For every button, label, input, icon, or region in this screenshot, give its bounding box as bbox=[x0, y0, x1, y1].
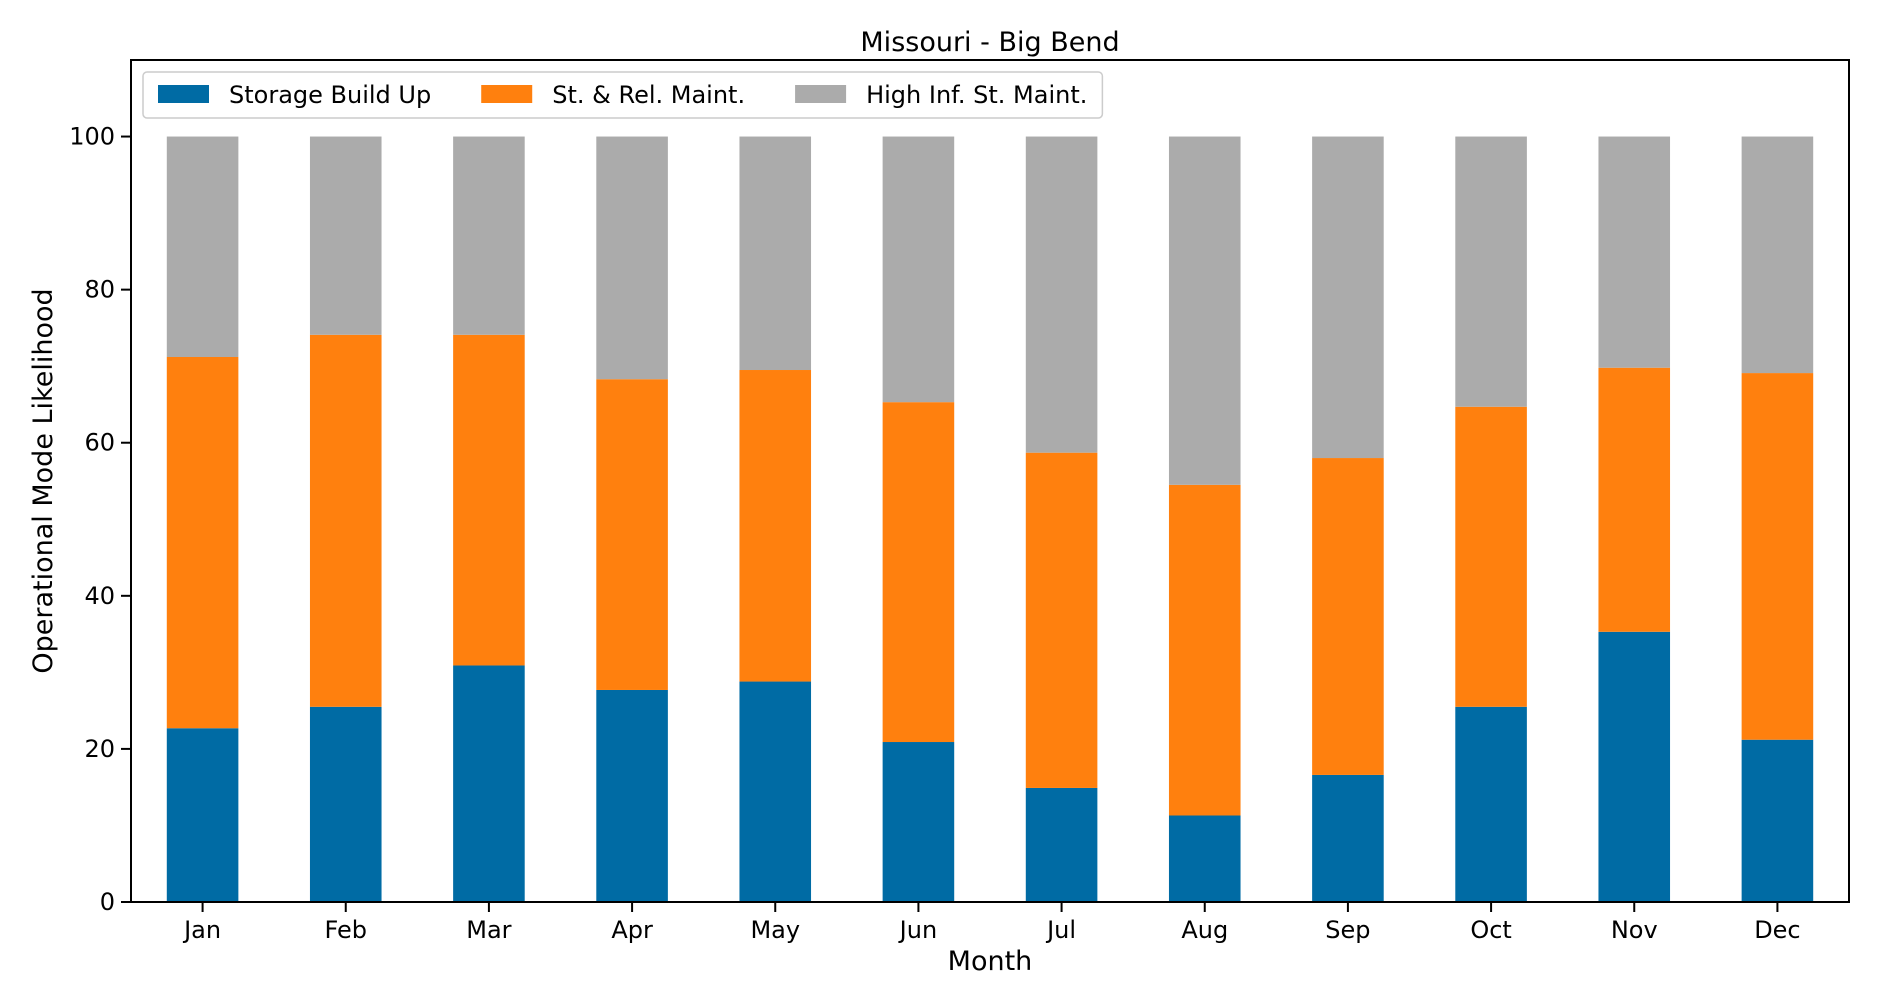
plot-frame bbox=[130, 59, 1850, 903]
x-axis-title: Month bbox=[948, 946, 1033, 977]
bar-segment-mar-series-1 bbox=[453, 665, 525, 902]
bar-segment-jun-series-3 bbox=[882, 136, 955, 403]
bar-segment-mar-series-3 bbox=[453, 136, 525, 335]
bar-segment-feb-series-1 bbox=[309, 706, 382, 902]
x-tick-label: Feb bbox=[325, 916, 368, 944]
x-tick-label: May bbox=[750, 916, 800, 944]
bar-segment-sep-series-3 bbox=[1312, 136, 1384, 459]
bar-segment-sep-series-2 bbox=[1312, 458, 1384, 775]
legend: Storage Build Up St. & Rel. Maint. High In… bbox=[142, 71, 1104, 119]
chart-title: Missouri - Big Bend bbox=[860, 27, 1119, 58]
bar-segment-jul-series-2 bbox=[1025, 452, 1098, 788]
x-tick-label: Sep bbox=[1325, 916, 1370, 944]
bar-segment-apr-series-2 bbox=[596, 379, 668, 690]
bar-segment-nov-series-1 bbox=[1598, 631, 1671, 902]
bar-segment-may-series-2 bbox=[739, 370, 812, 682]
y-tick-label: 40 bbox=[84, 582, 115, 610]
y-tick-label: 0 bbox=[100, 888, 115, 916]
bar-segment-sep-series-1 bbox=[1312, 774, 1384, 902]
y-tick-label: 20 bbox=[84, 735, 115, 763]
x-tick-label: Jul bbox=[1045, 916, 1076, 944]
legend-box bbox=[142, 71, 1104, 119]
bar-segment-apr-series-1 bbox=[596, 689, 668, 902]
bar-segment-mar-series-2 bbox=[453, 334, 525, 666]
y-axis-title: Operational Mode Likelihood bbox=[28, 288, 59, 673]
bar-segment-aug-series-1 bbox=[1168, 815, 1241, 902]
bar-segment-oct-series-1 bbox=[1455, 706, 1527, 902]
bar-segment-feb-series-3 bbox=[309, 136, 382, 335]
bar-segment-jan-series-3 bbox=[166, 136, 239, 357]
bar-segment-aug-series-3 bbox=[1168, 136, 1241, 485]
bar-segment-jun-series-2 bbox=[882, 402, 955, 743]
x-tick-label: Apr bbox=[611, 916, 653, 944]
y-axis: 0 20 40 60 80 100 bbox=[69, 123, 131, 916]
y-tick-label: 60 bbox=[84, 429, 115, 457]
y-tick-label: 80 bbox=[84, 276, 115, 304]
bar-segment-dec-series-3 bbox=[1741, 136, 1814, 374]
bar-segment-nov-series-3 bbox=[1598, 136, 1671, 368]
bar-segment-oct-series-2 bbox=[1455, 406, 1527, 707]
x-tick-label: Jan bbox=[182, 916, 221, 944]
bar-segment-dec-series-1 bbox=[1741, 739, 1814, 902]
x-axis: Jan Feb Mar Apr May Jun Jul Aug Sep Oct Nov Dec bbox=[182, 902, 1801, 944]
bar-segment-feb-series-2 bbox=[309, 334, 382, 707]
x-tick-label: Nov bbox=[1611, 916, 1658, 944]
x-tick-label: Mar bbox=[466, 916, 511, 944]
bar-segment-may-series-3 bbox=[739, 136, 812, 371]
bars-layer bbox=[166, 136, 1814, 902]
legend-label: High Inf. St. Maint. bbox=[866, 81, 1087, 109]
bar-segment-may-series-1 bbox=[739, 681, 812, 902]
bar-segment-jan-series-1 bbox=[166, 728, 239, 902]
y-tick-label: 100 bbox=[69, 123, 115, 151]
bar-segment-jul-series-3 bbox=[1025, 136, 1098, 453]
bar-segment-nov-series-2 bbox=[1598, 367, 1671, 632]
legend-swatch bbox=[795, 85, 847, 103]
x-tick-label: Oct bbox=[1470, 916, 1512, 944]
bar-segment-jan-series-2 bbox=[166, 356, 239, 729]
bar-segment-apr-series-3 bbox=[596, 136, 668, 380]
legend-label: Storage Build Up bbox=[229, 81, 431, 109]
bar-segment-jul-series-1 bbox=[1025, 787, 1098, 902]
bar-segment-oct-series-3 bbox=[1455, 136, 1527, 407]
legend-label: St. & Rel. Maint. bbox=[552, 81, 745, 109]
bar-segment-aug-series-2 bbox=[1168, 484, 1241, 816]
legend-swatch bbox=[158, 85, 209, 103]
x-tick-label: Jun bbox=[898, 916, 938, 944]
bar-segment-dec-series-2 bbox=[1741, 373, 1814, 740]
legend-swatch bbox=[481, 85, 533, 103]
bar-segment-jun-series-1 bbox=[882, 742, 955, 902]
x-tick-label: Dec bbox=[1754, 916, 1800, 944]
x-tick-label: Aug bbox=[1181, 916, 1228, 944]
